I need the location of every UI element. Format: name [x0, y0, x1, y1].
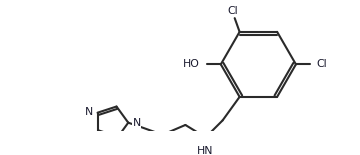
Text: Cl: Cl [317, 59, 328, 69]
Text: HO: HO [183, 59, 200, 69]
Text: N: N [132, 118, 141, 128]
Text: N: N [85, 107, 93, 117]
Text: HN: HN [197, 146, 213, 155]
Text: Cl: Cl [228, 6, 238, 16]
